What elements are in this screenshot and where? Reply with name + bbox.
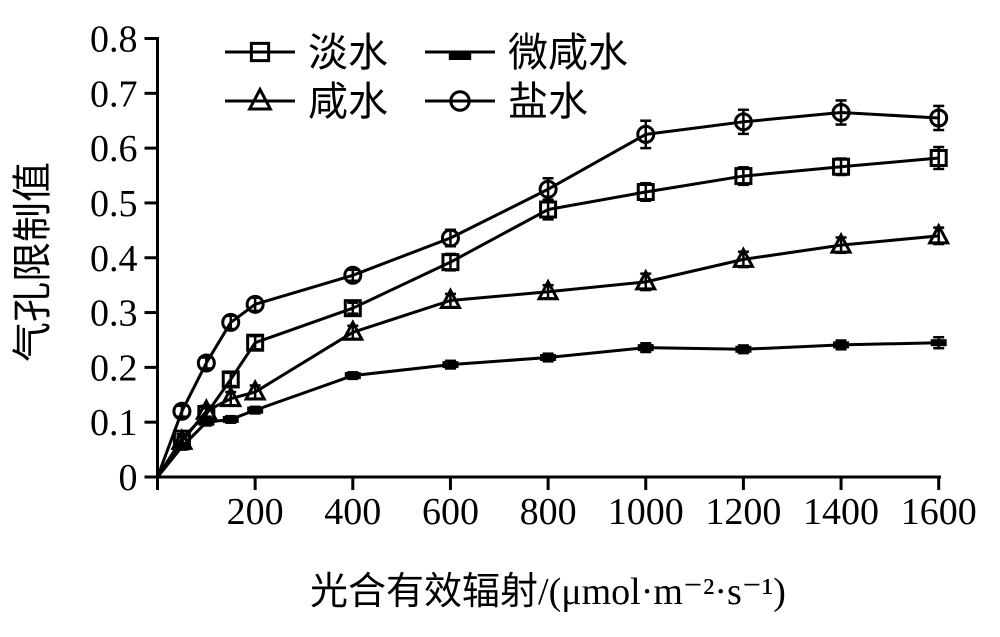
error-bar-freshwater	[347, 301, 359, 315]
marker-saline	[438, 287, 462, 310]
series-brackish	[156, 335, 947, 478]
marker-salt-legend	[449, 90, 471, 112]
legend-item-salt: 盐水	[425, 79, 588, 124]
marker-saline	[634, 268, 658, 291]
series-saline	[156, 222, 951, 478]
legend-label-brackish: 微咸水	[508, 30, 628, 75]
x-tick-label: 800	[520, 491, 577, 533]
marker-saline-legend	[247, 86, 273, 111]
legend-label-saline: 咸水	[308, 79, 388, 124]
marker-saline	[341, 319, 365, 341]
error-bar-salt	[176, 404, 188, 418]
y-tick-label: 0.3	[90, 293, 138, 335]
y-tick-label: 0.6	[90, 128, 138, 170]
marker-saline	[194, 398, 218, 420]
marker-brackish	[222, 415, 239, 423]
marker-saline	[243, 378, 267, 401]
marker-freshwater	[929, 148, 948, 167]
marker-salt	[172, 401, 192, 421]
x-tick-label: 400	[324, 491, 381, 533]
x-axis-title: 光合有效辐射/(μmol·m⁻²·s⁻¹)	[310, 571, 786, 613]
marker-saline	[927, 222, 951, 245]
x-tick-label: 1400	[803, 491, 879, 533]
marker-saline	[731, 246, 755, 268]
marker-freshwater	[734, 167, 753, 186]
marker-brackish	[833, 341, 850, 349]
y-tick-label: 0.4	[90, 238, 138, 280]
y-tick-label: 0.8	[90, 19, 138, 61]
marker-brackish	[930, 339, 947, 347]
marker-brackish	[247, 406, 264, 414]
marker-saline	[219, 385, 243, 408]
y-tick-label: 0.1	[90, 402, 138, 444]
marker-freshwater	[636, 182, 655, 201]
marker-salt	[831, 102, 851, 122]
marker-brackish	[442, 361, 459, 369]
x-tick-label: 200	[227, 491, 284, 533]
marker-brackish	[735, 345, 752, 353]
legend-label-freshwater: 淡水	[308, 30, 388, 75]
marker-salt	[733, 112, 753, 132]
marker-salt	[343, 265, 363, 285]
y-tick-label: 0.5	[90, 183, 138, 225]
y-tick-label: 0.2	[90, 347, 138, 389]
marker-freshwater-legend	[249, 41, 271, 63]
y-tick-label: 0.7	[90, 73, 138, 115]
marker-brackish	[637, 344, 654, 352]
x-tick-label: 600	[422, 491, 479, 533]
marker-salt	[245, 294, 265, 314]
series-salt	[156, 99, 949, 478]
y-tick-label: 0	[119, 457, 138, 499]
error-bar-freshwater	[444, 252, 456, 272]
x-tick-label: 1600	[901, 491, 977, 533]
marker-salt	[636, 124, 656, 144]
legend-item-saline: 咸水	[225, 79, 388, 124]
marker-brackish-legend	[448, 52, 472, 60]
marker-salt	[440, 228, 460, 248]
marker-brackish	[198, 418, 215, 426]
legend-item-freshwater: 淡水	[225, 30, 388, 75]
marker-freshwater	[832, 157, 851, 176]
series-line-brackish	[156, 341, 939, 478]
marker-brackish	[344, 372, 361, 380]
marker-saline	[536, 278, 560, 301]
x-tick-label: 1000	[608, 491, 684, 533]
marker-salt	[929, 108, 949, 128]
marker-saline	[829, 231, 853, 254]
x-tick-label: 1200	[705, 491, 781, 533]
legend-item-brackish: 微咸水	[425, 30, 628, 75]
marker-freshwater	[343, 299, 362, 318]
marker-freshwater	[246, 333, 265, 352]
marker-salt	[221, 312, 241, 332]
axes: 200 400 600 800 1000 1200 1400 1600 0 0.1 0.2 0.3 0.…	[90, 19, 977, 534]
marker-freshwater	[441, 253, 460, 272]
y-axis-title: 气孔限制值	[10, 162, 55, 362]
marker-salt	[196, 353, 216, 373]
marker-saline	[170, 428, 194, 450]
data-series	[156, 99, 951, 478]
legend-label-salt: 盐水	[508, 79, 588, 124]
marker-freshwater	[539, 200, 558, 219]
marker-brackish	[540, 354, 557, 362]
marker-salt	[538, 179, 558, 199]
